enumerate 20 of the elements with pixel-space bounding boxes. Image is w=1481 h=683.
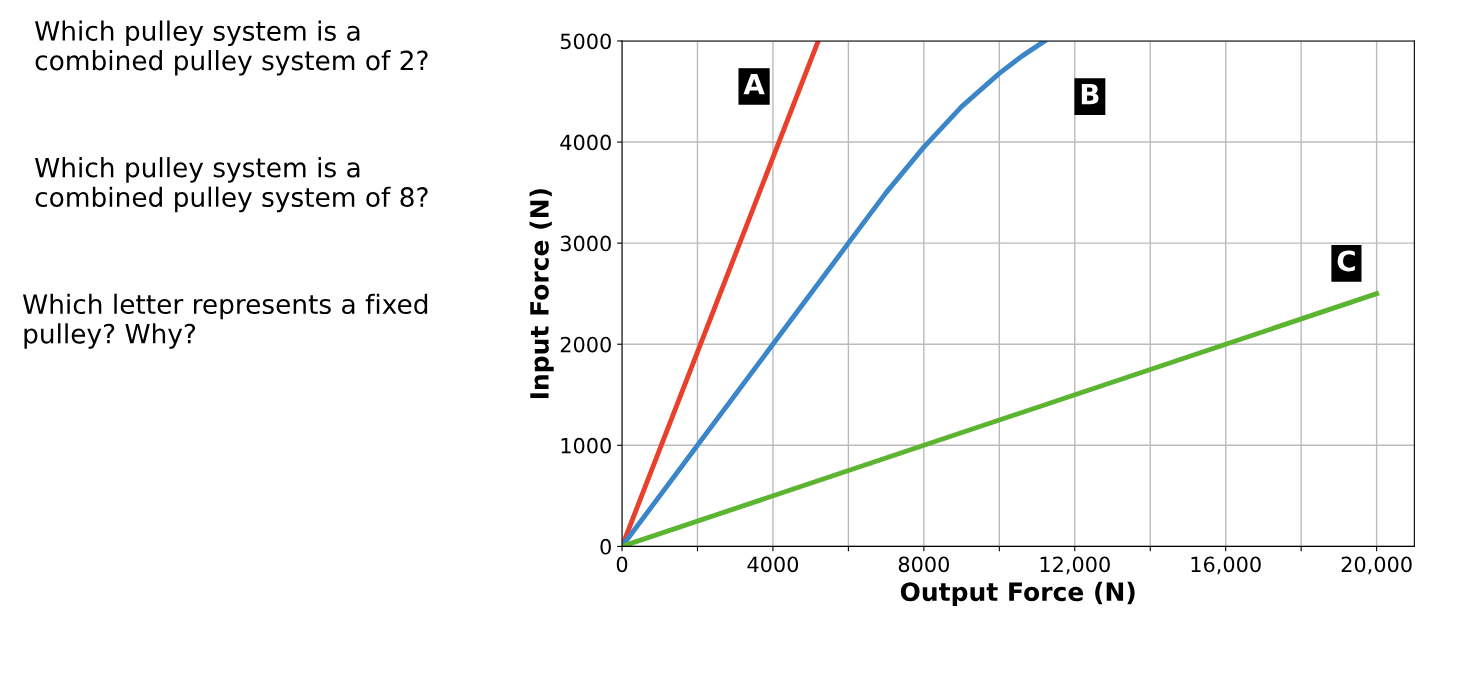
text: Which letter represents a fixed pulley? Why? [22, 293, 428, 349]
x-tick-label: 16,000 [1191, 556, 1261, 575]
y-tick-label: 4000 [560, 134, 611, 151]
annotation: A [743, 73, 765, 95]
x-axis-title: Output Force (N) [900, 581, 1135, 607]
x-tick-label: 0 [616, 556, 628, 573]
x-tick-label: 8000 [898, 556, 949, 573]
y-tick-label: 1000 [561, 437, 611, 454]
text: Which pulley system is a combined pulley system of 8? [35, 157, 428, 213]
annotation: B [1081, 83, 1099, 105]
x-tick-label: 20,000 [1341, 556, 1412, 575]
y-tick-label: 2000 [560, 336, 611, 353]
x-tick-label: 12,000 [1040, 556, 1110, 575]
x-tick-label: 4000 [747, 556, 799, 573]
y-tick-label: 3000 [560, 235, 611, 252]
annotation: C [1337, 250, 1355, 272]
y-tick-label: 5000 [560, 33, 611, 50]
y-axis-title: Input Force (N) [529, 189, 554, 399]
y-tick-label: 0 [600, 538, 611, 555]
text: Which pulley system is a combined pulley system of 2? [35, 20, 428, 76]
